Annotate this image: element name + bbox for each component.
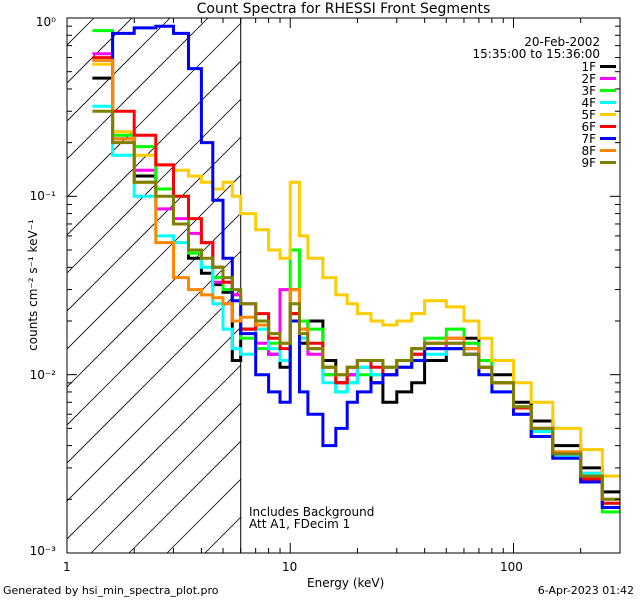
x-axis-label: Energy (keV): [307, 576, 385, 590]
legend-item-9f: 9F: [548, 156, 618, 170]
legend-swatch: [600, 161, 616, 164]
legend-label: 4F: [581, 96, 596, 110]
plot-frame: [66, 17, 621, 554]
legend-item-5f: 5F: [548, 108, 618, 122]
legend-swatch: [600, 137, 616, 140]
hatch-line: [67, 18, 209, 160]
legend-swatch: [600, 149, 616, 152]
legend-item-7f: 7F: [548, 132, 618, 146]
series-group: [92, 24, 620, 514]
legend-swatch: [600, 113, 616, 116]
y-tick-label-0: 10⁰: [35, 15, 56, 29]
hatch-line: [623, 18, 640, 553]
legend-swatch: [600, 89, 616, 92]
x-tick-label-0: 1: [63, 560, 71, 574]
series-line-7f: [92, 24, 620, 509]
legend-item-6f: 6F: [548, 120, 618, 134]
hatch-line: [67, 18, 285, 236]
footer-generated-by: Generated by hsi_min_spectra_plot.pro: [3, 584, 219, 597]
legend-item-2f: 2F: [548, 72, 618, 86]
header-time-range: 15:35:00 to 15:36:00: [472, 47, 600, 61]
series-line-5f: [92, 62, 620, 478]
y-tick-label-3: 10⁻³: [29, 544, 56, 558]
series-line-9f: [92, 109, 620, 501]
y-tick-label-2: 10⁻²: [29, 368, 56, 382]
legend-swatch: [600, 125, 616, 128]
legend-label: 3F: [581, 84, 596, 98]
y-tick-label-1: 10⁻¹: [29, 189, 56, 203]
legend-item-3f: 3F: [548, 84, 618, 98]
legend-label: 1F: [581, 60, 596, 74]
hatch-line: [0, 18, 18, 553]
legend-label: 6F: [581, 120, 596, 134]
y-axis-label: counts cm⁻² s⁻¹ keV⁻¹: [26, 219, 40, 351]
legend-label: 5F: [581, 108, 596, 122]
annotation-attenuator: Att A1, FDecim 1: [249, 517, 351, 531]
legend-swatch: [600, 77, 616, 80]
legend-label: 2F: [581, 72, 596, 86]
legend-item-8f: 8F: [548, 144, 618, 158]
axis-ticks: [66, 17, 621, 554]
hatch-mask: [240, 18, 620, 553]
legend-label: 7F: [581, 132, 596, 146]
footer-timestamp: 6-Apr-2023 01:42: [537, 584, 634, 597]
chart-title: Count Spectra for RHESSI Front Segments: [196, 1, 491, 17]
x-tick-label-2: 100: [500, 560, 523, 574]
excluded-region-hatch: [0, 18, 640, 553]
x-tick-label-1: 10: [282, 560, 298, 574]
legend-item-4f: 4F: [548, 96, 618, 110]
legend-item-1f: 1F: [548, 60, 618, 74]
legend-label: 9F: [581, 156, 596, 170]
legend-swatch: [600, 101, 616, 104]
hatch-line: [67, 18, 171, 122]
legend-label: 8F: [581, 144, 596, 158]
hatch-line: [67, 18, 247, 198]
annotation-background: Includes Background: [249, 505, 375, 519]
hatch-line: [67, 18, 95, 46]
hatch-line: [67, 18, 323, 274]
header-date: 20-Feb-2002: [524, 35, 600, 49]
legend-swatch: [600, 65, 616, 68]
